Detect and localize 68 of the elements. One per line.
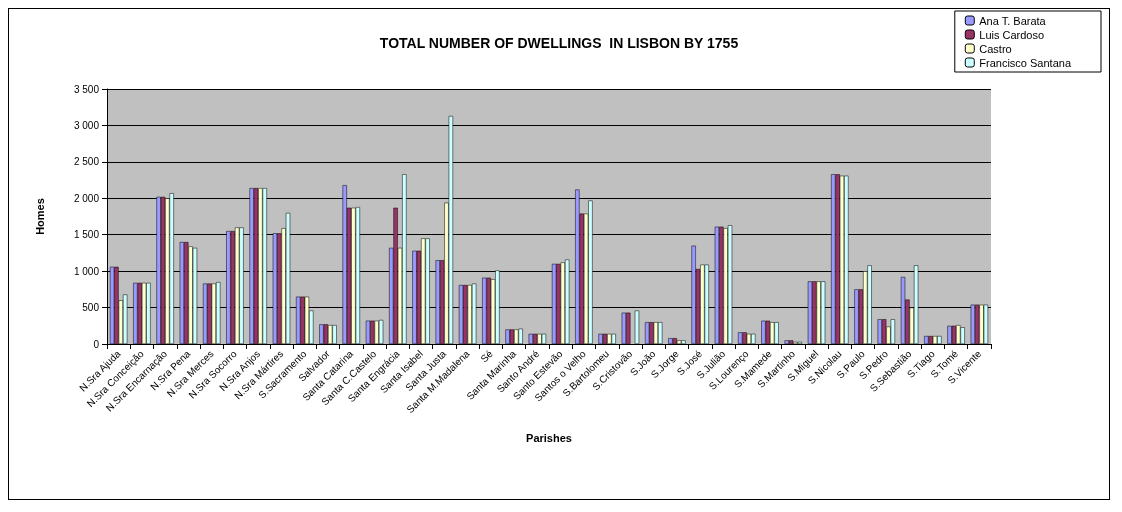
bar — [323, 324, 328, 344]
legend-label: Ana T. Barata — [979, 14, 1047, 27]
legend-label: Francisco Santana — [979, 56, 1072, 69]
bar — [160, 196, 166, 344]
bar — [505, 329, 510, 344]
bar — [668, 338, 673, 344]
bar — [681, 340, 686, 344]
bar — [839, 175, 845, 344]
bar — [621, 312, 627, 344]
bar — [230, 231, 235, 344]
bar — [378, 319, 384, 344]
bar — [319, 324, 324, 344]
bar — [211, 283, 217, 344]
bar — [537, 333, 542, 344]
bar — [742, 332, 747, 344]
bar — [509, 329, 515, 344]
bar — [300, 296, 305, 344]
bar — [644, 322, 650, 344]
y-tick-label: 1 500 — [73, 229, 100, 241]
bar — [556, 263, 561, 344]
bar — [932, 335, 938, 344]
chart-title: TOTAL NUMBER OF DWELLINGS IN LISBON BY 1755 — [379, 35, 739, 51]
bar — [765, 320, 770, 344]
bar — [518, 328, 523, 344]
bar — [676, 340, 682, 344]
bar — [332, 325, 337, 344]
bar — [947, 325, 952, 344]
bar — [234, 227, 240, 344]
bar — [611, 333, 616, 344]
legend-label: Castro — [979, 42, 1012, 55]
y-tick-label: 1 000 — [73, 265, 100, 277]
bar — [602, 333, 608, 344]
bar — [541, 333, 547, 344]
bar — [979, 304, 984, 344]
bar — [951, 325, 957, 344]
x-axis-title: Parishes — [526, 431, 572, 444]
legend-label: Luis Cardoso — [979, 28, 1045, 41]
bar — [634, 310, 640, 344]
bar — [365, 320, 371, 344]
bar — [890, 319, 896, 344]
y-tick-label: 500 — [82, 302, 100, 314]
bar — [788, 340, 794, 344]
bar — [141, 282, 147, 344]
bar — [137, 282, 142, 344]
bar — [653, 322, 659, 344]
bar — [928, 335, 933, 344]
bar — [207, 283, 212, 344]
y-tick-label: 3 500 — [73, 83, 100, 95]
bar — [835, 174, 840, 344]
bar — [924, 335, 929, 344]
bar — [672, 338, 677, 344]
bar — [746, 333, 752, 344]
y-tick-label: 2 000 — [73, 192, 100, 204]
y-tick-label: 3 000 — [73, 119, 100, 131]
bar — [351, 207, 356, 344]
bar — [761, 320, 766, 344]
y-axis-title: Homes — [33, 198, 46, 235]
bar — [486, 277, 491, 344]
y-tick-label: 0 — [93, 338, 100, 350]
bar — [774, 322, 779, 344]
bar — [253, 188, 259, 344]
bar — [881, 319, 887, 344]
bar — [598, 333, 603, 344]
bar — [528, 333, 534, 344]
bar — [738, 332, 743, 344]
y-tick-label: 2 500 — [73, 156, 100, 168]
bar — [960, 327, 965, 344]
bar — [649, 322, 654, 344]
